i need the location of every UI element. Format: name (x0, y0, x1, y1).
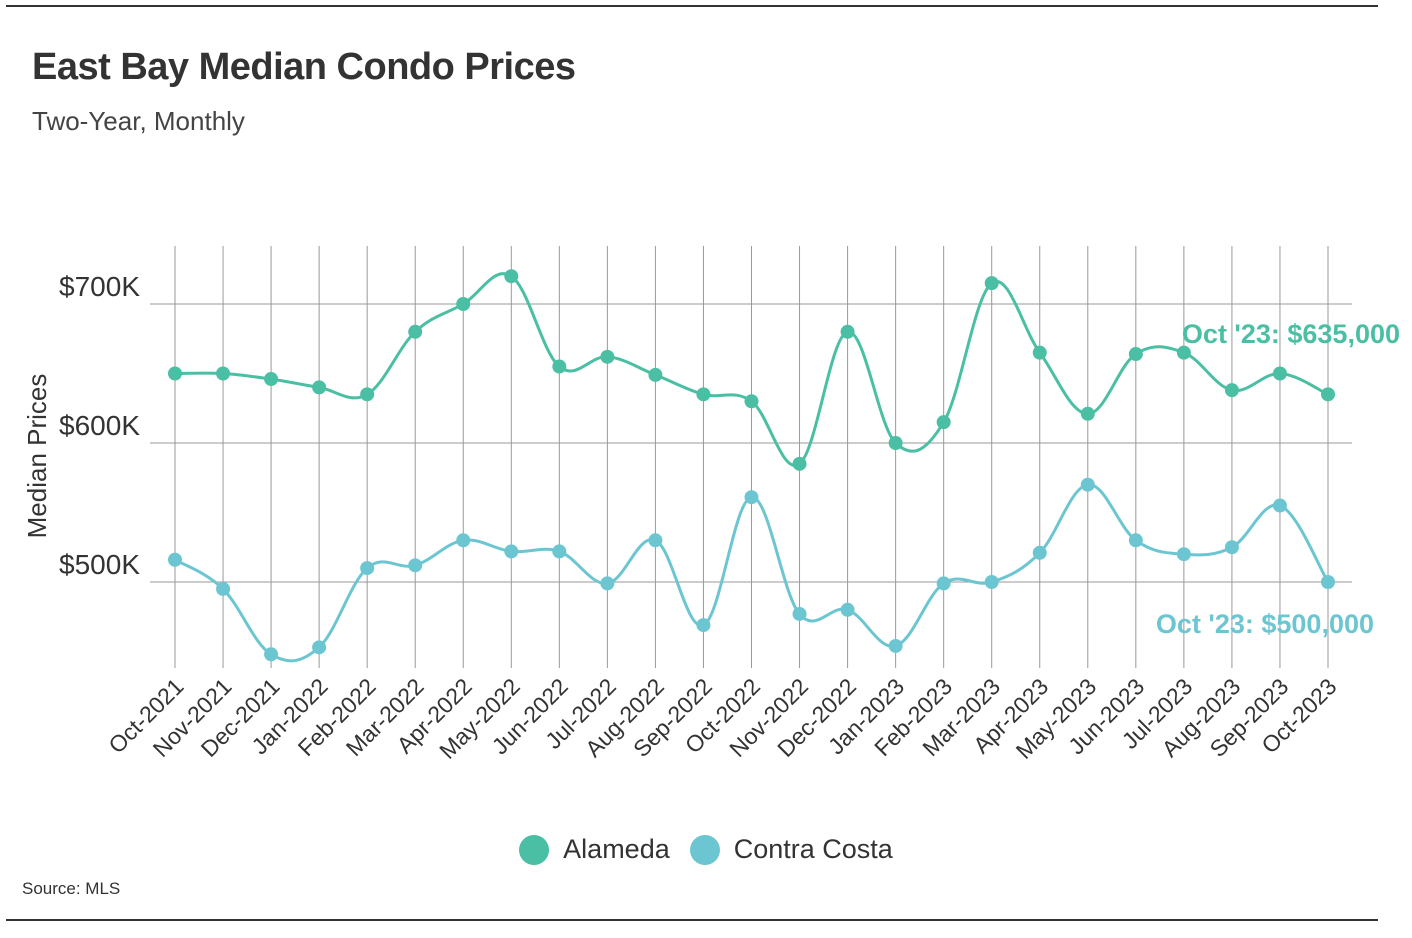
y-tick-labels: $500K $600K $700K (59, 271, 140, 580)
data-point-alameda[interactable] (1128, 347, 1143, 362)
data-point-alameda[interactable] (264, 372, 279, 387)
data-point-contra-costa[interactable] (312, 640, 327, 655)
data-point-contra-costa[interactable] (888, 638, 903, 653)
data-point-alameda[interactable] (456, 297, 471, 311)
data-point-alameda[interactable] (216, 366, 231, 381)
legend-swatch-contra-costa (689, 834, 720, 865)
legend: Alameda Contra Costa (0, 834, 1412, 865)
data-point-alameda[interactable] (888, 436, 903, 450)
data-point-alameda[interactable] (312, 380, 327, 395)
series-points (168, 269, 1335, 662)
y-tick-label: $600K (59, 410, 140, 441)
data-point-contra-costa[interactable] (1128, 533, 1143, 548)
data-point-alameda[interactable] (504, 269, 519, 284)
data-point-contra-costa[interactable] (360, 561, 375, 576)
data-point-alameda[interactable] (168, 366, 182, 381)
horizontal-gridlines (150, 303, 1352, 583)
chart-subtitle: Two-Year, Monthly (32, 106, 245, 136)
data-point-alameda[interactable] (360, 387, 375, 402)
data-point-alameda[interactable] (600, 349, 615, 364)
data-point-contra-costa[interactable] (552, 544, 567, 559)
y-tick-label: $700K (59, 271, 140, 302)
x-tick-labels: Oct-2021Nov-2021Dec-2021Jan-2022Feb-2022… (103, 673, 1341, 764)
data-point-contra-costa[interactable] (264, 647, 279, 662)
data-point-contra-costa[interactable] (168, 552, 182, 567)
legend-label-alameda: Alameda (563, 834, 670, 864)
data-point-contra-costa[interactable] (216, 581, 231, 596)
data-point-alameda[interactable] (648, 367, 663, 382)
vertical-gridlines (174, 246, 1329, 668)
data-point-alameda[interactable] (1080, 406, 1095, 421)
annotations: Oct '23: $635,000 Oct '23: $500,000 (1156, 319, 1400, 639)
y-axis-label: Median Prices (22, 374, 52, 539)
y-tick-label: $500K (59, 549, 140, 580)
chart-title: East Bay Median Condo Prices (32, 46, 576, 88)
data-point-contra-costa[interactable] (984, 575, 999, 589)
data-point-contra-costa[interactable] (1224, 540, 1239, 555)
legend-item-contra-costa[interactable]: Contra Costa (689, 834, 893, 865)
data-point-contra-costa[interactable] (840, 602, 855, 617)
top-rule (6, 5, 1378, 7)
data-point-contra-costa[interactable] (1176, 547, 1191, 562)
data-point-alameda[interactable] (840, 324, 855, 339)
annotation-contra-costa: Oct '23: $500,000 (1156, 609, 1374, 639)
annotation-alameda: Oct '23: $635,000 (1182, 319, 1400, 349)
data-point-contra-costa[interactable] (744, 490, 759, 505)
data-point-alameda[interactable] (744, 394, 759, 409)
data-point-contra-costa[interactable] (696, 618, 711, 633)
data-point-contra-costa[interactable] (408, 558, 423, 573)
bottom-rule (6, 919, 1378, 921)
data-point-contra-costa[interactable] (600, 576, 615, 591)
data-point-alameda[interactable] (936, 415, 951, 430)
series-line-alameda (174, 272, 1329, 468)
data-point-alameda[interactable] (696, 387, 711, 402)
data-point-alameda[interactable] (408, 324, 423, 339)
source-note: Source: MLS (22, 879, 121, 898)
legend-label-contra-costa: Contra Costa (733, 834, 893, 864)
data-point-contra-costa[interactable] (504, 544, 519, 559)
data-point-contra-costa[interactable] (1032, 545, 1047, 560)
data-point-alameda[interactable] (792, 456, 807, 471)
data-point-alameda[interactable] (1224, 383, 1239, 398)
legend-item-alameda[interactable]: Alameda (519, 834, 670, 865)
data-point-alameda[interactable] (552, 359, 567, 374)
data-point-contra-costa[interactable] (936, 576, 951, 591)
data-point-alameda[interactable] (1272, 366, 1287, 381)
data-point-alameda[interactable] (1321, 387, 1335, 402)
data-point-contra-costa[interactable] (1321, 575, 1335, 589)
data-point-contra-costa[interactable] (792, 606, 807, 621)
data-point-contra-costa[interactable] (648, 533, 663, 548)
data-point-contra-costa[interactable] (1080, 477, 1095, 492)
data-point-alameda[interactable] (1032, 345, 1047, 360)
data-point-alameda[interactable] (1176, 345, 1191, 360)
data-point-contra-costa[interactable] (1272, 498, 1287, 513)
data-point-alameda[interactable] (984, 276, 999, 291)
data-point-contra-costa[interactable] (456, 533, 471, 548)
legend-swatch-alameda (519, 834, 550, 865)
